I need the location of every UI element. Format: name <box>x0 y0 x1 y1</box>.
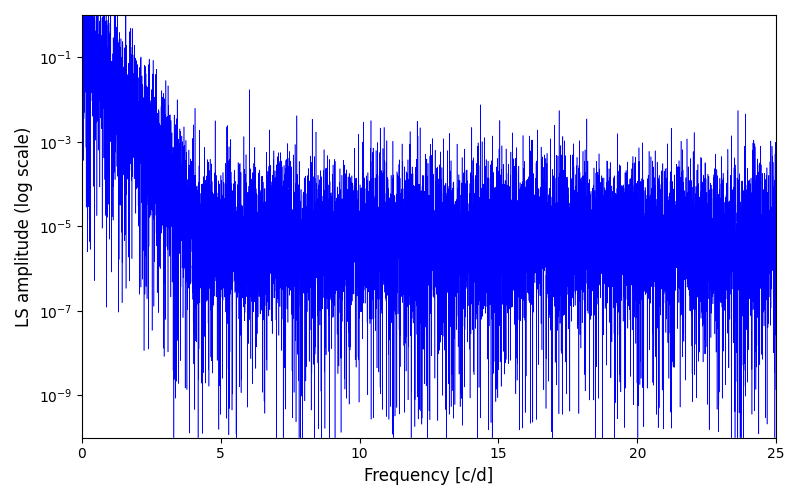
Y-axis label: LS amplitude (log scale): LS amplitude (log scale) <box>15 126 33 326</box>
X-axis label: Frequency [c/d]: Frequency [c/d] <box>364 467 494 485</box>
